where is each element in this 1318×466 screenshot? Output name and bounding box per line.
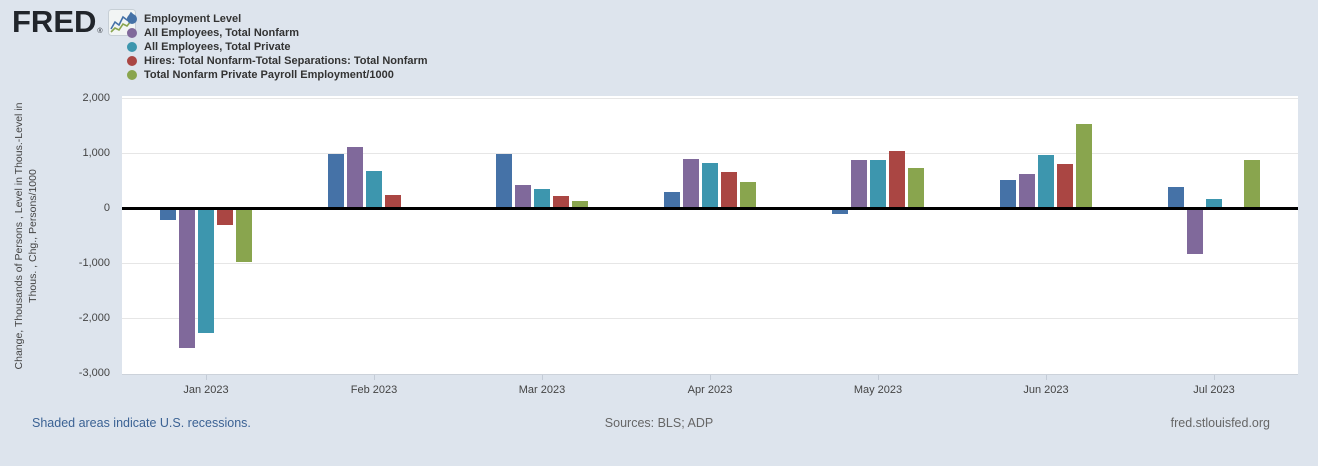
x-axis-tick — [878, 375, 879, 380]
bar[interactable] — [534, 189, 550, 208]
legend-marker-icon — [127, 28, 137, 38]
bar[interactable] — [553, 196, 569, 208]
legend-label: Hires: Total Nonfarm-Total Separations: … — [144, 55, 428, 67]
plot-area — [122, 96, 1298, 375]
bar[interactable] — [366, 171, 382, 208]
x-tick-label: Jul 2023 — [1193, 384, 1235, 396]
bar[interactable] — [236, 208, 252, 262]
legend-label: All Employees, Total Nonfarm — [144, 27, 300, 39]
bar[interactable] — [385, 195, 401, 208]
y-tick-label: 1,000 — [82, 147, 110, 159]
bar[interactable] — [1206, 199, 1222, 208]
legend-label: Employment Level — [144, 13, 242, 25]
legend-item-employment-level[interactable]: Employment Level — [127, 12, 428, 26]
legend-item-adp-payroll[interactable]: Total Nonfarm Private Payroll Employment… — [127, 68, 428, 82]
footer: Shaded areas indicate U.S. recessions. S… — [0, 416, 1318, 436]
bar[interactable] — [1244, 160, 1260, 208]
bar[interactable] — [683, 159, 699, 208]
fred-site-text: fred.stlouisfed.org — [1170, 416, 1270, 430]
legend-marker-icon — [127, 14, 137, 24]
sources-text: Sources: BLS; ADP — [604, 416, 714, 430]
bar[interactable] — [515, 185, 531, 208]
legend-marker-icon — [127, 70, 137, 80]
legend-label: Total Nonfarm Private Payroll Employment… — [144, 69, 394, 81]
bar[interactable] — [721, 172, 737, 208]
zero-axis-line — [122, 207, 1298, 210]
y-axis-title: Change, Thousands of Persons , Level in … — [12, 6, 42, 466]
legend-label: All Employees, Total Private — [144, 41, 291, 53]
bar[interactable] — [217, 208, 233, 225]
y-tick-label: 2,000 — [82, 92, 110, 104]
x-tick-label: Jun 2023 — [1023, 384, 1069, 396]
bar[interactable] — [496, 154, 512, 208]
x-axis-tick — [710, 375, 711, 380]
bar[interactable] — [870, 160, 886, 208]
x-axis-tick — [1214, 375, 1215, 380]
bar[interactable] — [908, 168, 924, 208]
x-tick-label: Jan 2023 — [183, 384, 229, 396]
bar[interactable] — [664, 192, 680, 209]
x-axis-tick — [1046, 375, 1047, 380]
y-tick-label: 0 — [103, 202, 110, 214]
y-tick-label: -2,000 — [78, 312, 110, 324]
x-tick-label: May 2023 — [853, 384, 903, 396]
gridline — [122, 263, 1298, 264]
x-tick-label: Feb 2023 — [350, 384, 398, 396]
legend-item-total-private[interactable]: All Employees, Total Private — [127, 40, 428, 54]
bar[interactable] — [740, 182, 756, 208]
y-axis-title-line2: Thous. , Chg., Persons/1000 — [27, 169, 39, 303]
bar[interactable] — [889, 151, 905, 208]
y-tick-label: -3,000 — [78, 367, 110, 379]
fred-logo-text: FRED — [12, 4, 97, 39]
x-axis-tick — [206, 375, 207, 380]
x-axis-tick — [374, 375, 375, 380]
legend-marker-icon — [127, 42, 137, 52]
bar[interactable] — [1019, 174, 1035, 208]
bar[interactable] — [851, 160, 867, 208]
registered-mark: ® — [97, 28, 103, 35]
x-axis-tick — [542, 375, 543, 380]
recession-note-link[interactable]: Shaded areas indicate U.S. recessions. — [32, 416, 251, 430]
chart-legend: Employment Level All Employees, Total No… — [127, 12, 428, 82]
legend-item-hires-separations[interactable]: Hires: Total Nonfarm-Total Separations: … — [127, 54, 428, 68]
bar[interactable] — [702, 163, 718, 208]
y-tick-label: -1,000 — [78, 257, 110, 269]
bar[interactable] — [1038, 155, 1054, 208]
bar[interactable] — [179, 208, 195, 348]
bar[interactable] — [328, 154, 344, 208]
bar[interactable] — [347, 147, 363, 208]
bar[interactable] — [1187, 208, 1203, 254]
legend-marker-icon — [127, 56, 137, 66]
gridline — [122, 98, 1298, 99]
bar[interactable] — [832, 208, 848, 214]
bar[interactable] — [1057, 164, 1073, 208]
bar[interactable] — [1000, 180, 1016, 208]
bar[interactable] — [1168, 187, 1184, 208]
y-axis-title-line1: Change, Thousands of Persons , Level in … — [13, 102, 25, 370]
bar[interactable] — [572, 201, 588, 208]
bar[interactable] — [1076, 124, 1092, 208]
x-tick-label: Mar 2023 — [518, 384, 566, 396]
bar[interactable] — [160, 208, 176, 220]
fred-chart-page: FRED ® Employment Level All Employees, T… — [0, 4, 1318, 436]
x-tick-label: Apr 2023 — [687, 384, 733, 396]
bar[interactable] — [198, 208, 214, 333]
gridline — [122, 153, 1298, 154]
gridline — [122, 318, 1298, 319]
legend-item-total-nonfarm[interactable]: All Employees, Total Nonfarm — [127, 26, 428, 40]
